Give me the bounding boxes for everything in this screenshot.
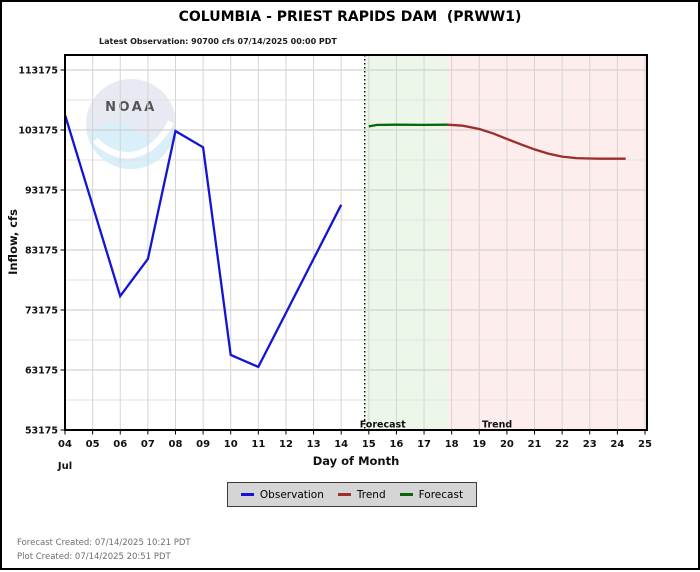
y-tick-label: 73175 — [25, 306, 58, 317]
x-tick-label: 12 — [279, 439, 293, 450]
legend-label-observation: Observation — [259, 488, 324, 501]
x-tick-label: 10 — [224, 439, 238, 450]
forecast-region — [364, 55, 448, 430]
y-tick-label: 83175 — [25, 246, 58, 257]
forecast-dash-icon — [399, 493, 413, 496]
x-tick-label: 19 — [472, 439, 486, 450]
x-tick-label: 22 — [555, 439, 569, 450]
x-tick-label: 21 — [528, 439, 542, 450]
x-axis-title: Day of Month — [313, 454, 400, 468]
x-tick-label: 25 — [638, 439, 652, 450]
x-tick-label: 04 — [58, 439, 72, 450]
observation-dash-icon — [240, 493, 254, 496]
legend-label-forecast: Forecast — [418, 488, 464, 501]
noaa-logo-watermark: NOAA — [86, 79, 176, 169]
forecast-line — [368, 123, 448, 128]
watermark-sea — [86, 121, 176, 169]
legend-item-trend: Trend — [337, 488, 386, 501]
watermark-bird — [92, 120, 174, 159]
trend-line — [447, 123, 626, 160]
x-tick-label: 05 — [86, 439, 100, 450]
y-tick-label: 103175 — [18, 126, 58, 137]
forecast-region-label: Forecast — [360, 420, 406, 431]
y-tick-label: 93175 — [25, 186, 58, 197]
observation-line — [63, 114, 343, 369]
x-tick-label: 13 — [307, 439, 321, 450]
x-tick-label: 09 — [196, 439, 210, 450]
y-tick-label: 63175 — [25, 366, 58, 377]
trend-region-label: Trend — [482, 420, 512, 431]
month-label: Jul — [57, 461, 72, 472]
footer: Forecast Created: 07/14/2025 10:21 PDT P… — [17, 537, 191, 564]
x-tick-label: 11 — [251, 439, 265, 450]
x-tick-label: 23 — [583, 439, 597, 450]
x-tick-label: 18 — [445, 439, 459, 450]
y-tick-label: 53175 — [25, 426, 58, 437]
trend-region — [447, 55, 647, 430]
x-tick-label: 20 — [500, 439, 514, 450]
chart-title: COLUMBIA - PRIEST RAPIDS DAM (PRWW1) — [178, 9, 522, 25]
forecast-created-text: Forecast Created: 07/14/2025 10:21 PDT — [17, 538, 191, 548]
x-tick-label: 15 — [362, 439, 376, 450]
legend-label-trend: Trend — [356, 488, 386, 501]
latest-observation-text: Latest Observation: 90700 cfs 07/14/2025… — [99, 37, 337, 46]
x-tick-label: 07 — [141, 439, 155, 450]
x-tick-label: 16 — [389, 439, 403, 450]
watermark-group: NOAA — [86, 79, 176, 169]
trend-dash-icon — [337, 493, 351, 496]
x-tick-label: 08 — [169, 439, 183, 450]
y-tick-label: 113175 — [18, 66, 58, 77]
x-tick-label: 06 — [113, 439, 127, 450]
plot-created-text: Plot Created: 07/14/2025 20:51 PDT — [17, 551, 171, 562]
y-axis-title: Inflow, cfs — [6, 209, 20, 275]
x-tick-label: 24 — [610, 439, 624, 450]
x-tick-label: 17 — [417, 439, 431, 450]
legend-item-forecast: Forecast — [399, 488, 464, 501]
plot-border — [64, 54, 648, 431]
legend-item-observation: Observation — [240, 488, 324, 501]
watermark-text: NOAA — [105, 100, 157, 115]
chart-legend: Observation Trend Forecast — [227, 482, 477, 507]
x-tick-label: 14 — [334, 439, 348, 450]
